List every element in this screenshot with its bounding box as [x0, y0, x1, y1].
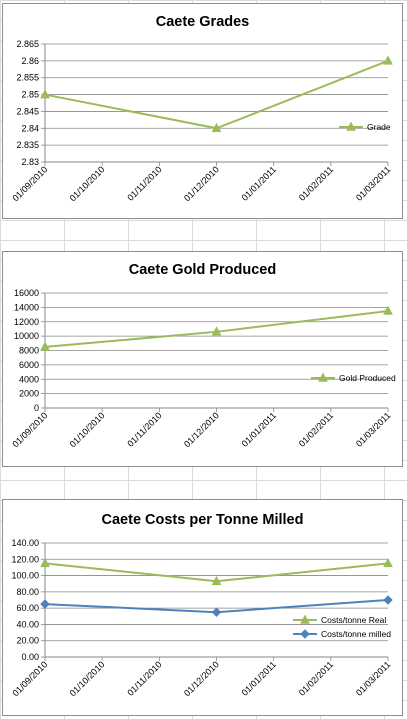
data-point	[40, 341, 50, 351]
data-point	[40, 599, 50, 609]
y-tick-label: 80.00	[16, 587, 39, 597]
chart-grades: Caete Grades 2.83 2.835 2.84 2.845 2.85 2.855…	[2, 3, 403, 219]
y-tick-label: 4000	[19, 374, 39, 384]
y-tick-label: 0	[34, 403, 39, 413]
x-tick-label: 01/09/2010	[10, 164, 49, 203]
x-tick-label: 01/12/2010	[182, 659, 221, 698]
x-tick-label: 01/10/2010	[68, 164, 107, 203]
chart-plot-costs: 0.00 20.00 40.00 60.00 80.00 100.00 120.00 140.…	[10, 538, 393, 698]
x-tick-label: 01/12/2010	[182, 410, 221, 449]
y-tick-label: 2.85	[21, 90, 39, 100]
y-tick-label: 140.00	[11, 538, 39, 548]
y-tick-label: 20.00	[16, 636, 39, 646]
chart-title: Caete Costs per Tonne Milled	[101, 512, 304, 528]
chart-title: Caete Grades	[155, 14, 250, 30]
chart-title: Caete Gold Produced	[128, 262, 277, 278]
legend-marker	[346, 121, 356, 131]
y-tick-label: 2.845	[16, 106, 39, 116]
y-tick-label: 60.00	[16, 603, 39, 613]
y-tick-label: 8000	[19, 346, 39, 356]
x-tick-label: 01/01/2011	[240, 410, 278, 448]
y-tick-label: 6000	[19, 360, 39, 370]
legend-marker	[300, 629, 310, 639]
legend-marker	[300, 614, 310, 624]
chart-costs-per-tonne: Caete Costs per Tonne Milled 0.00 20.00 40…	[2, 499, 403, 716]
legend-label: Gold Produced	[339, 373, 396, 383]
y-tick-label: 16000	[14, 288, 39, 298]
x-tick-label: 01/03/2011	[354, 410, 392, 448]
data-point	[40, 89, 50, 99]
y-tick-label: 14000	[14, 302, 39, 312]
chart-gold-produced: Caete Gold Produced 0 2000 4000 6000 8000 100…	[2, 251, 403, 467]
chart-plot-grades: 2.83 2.835 2.84 2.845 2.85 2.855 2.86 2.865 01/0…	[10, 39, 393, 203]
data-point	[383, 55, 393, 65]
data-point	[211, 607, 222, 618]
data-point	[211, 122, 222, 133]
x-tick-label: 01/02/2011	[297, 659, 335, 697]
legend-marker	[318, 372, 328, 382]
y-tick-label: 2.86	[21, 56, 39, 66]
y-tick-label: 40.00	[16, 619, 39, 629]
x-tick-label: 01/03/2011	[354, 164, 392, 202]
x-tick-label: 01/01/2011	[240, 659, 278, 697]
x-tick-label: 01/01/2011	[240, 164, 278, 202]
legend-label: Costs/tonne milled	[321, 629, 391, 639]
y-tick-label: 2.865	[16, 39, 39, 49]
y-tick-label: 100.00	[11, 571, 39, 581]
x-tick-label: 01/12/2010	[182, 164, 221, 203]
x-tick-label: 01/11/2010	[125, 659, 163, 697]
data-point	[383, 595, 393, 605]
y-tick-label: 0.00	[21, 652, 39, 662]
x-tick-label: 01/09/2010	[10, 659, 49, 698]
y-tick-label: 2.855	[16, 73, 39, 83]
x-tick-label: 01/03/2011	[354, 659, 392, 697]
legend-label: Costs/tonne Real	[321, 615, 386, 625]
y-tick-label: 12000	[14, 317, 39, 327]
x-tick-label: 01/11/2010	[125, 410, 163, 448]
chart-plot-gold: 0 2000 4000 6000 8000 10000 12000 14000 16000 01/…	[10, 288, 396, 449]
x-tick-label: 01/02/2011	[297, 164, 335, 202]
x-tick-label: 01/10/2010	[68, 410, 107, 449]
y-tick-label: 2.84	[21, 123, 39, 133]
x-tick-label: 01/02/2011	[297, 410, 335, 448]
y-tick-label: 2.83	[21, 157, 39, 167]
x-tick-label: 01/10/2010	[68, 659, 107, 698]
y-tick-label: 10000	[14, 331, 39, 341]
x-tick-label: 01/11/2010	[125, 164, 163, 202]
data-point	[40, 557, 50, 568]
data-point	[383, 557, 393, 568]
y-tick-label: 120.00	[11, 554, 39, 564]
y-tick-label: 2000	[19, 389, 39, 399]
data-point	[211, 326, 222, 336]
data-point	[383, 305, 393, 315]
legend-label: Grade	[367, 122, 391, 132]
y-tick-label: 2.835	[16, 140, 39, 150]
data-point	[211, 575, 222, 586]
x-tick-label: 01/09/2010	[10, 410, 49, 449]
